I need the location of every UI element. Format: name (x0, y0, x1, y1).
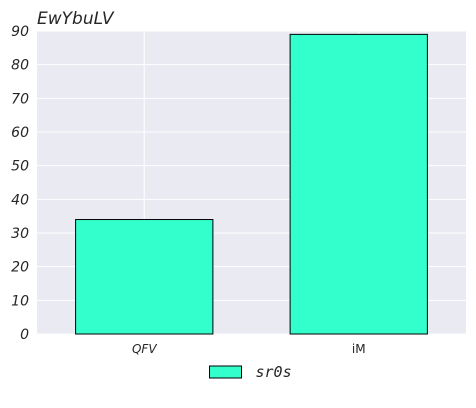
y-tick-label: 50 (11, 159, 29, 175)
legend-label: sr0s (256, 363, 292, 381)
y-tick-label: 90 (11, 24, 29, 40)
y-tick-label: 60 (11, 125, 29, 141)
y-tick-label: 30 (11, 226, 29, 242)
legend-swatch (209, 365, 242, 379)
legend: sr0s (209, 363, 292, 381)
y-axis: 0 10 20 30 40 50 60 70 80 90 (11, 24, 29, 343)
y-tick-label: 20 (11, 260, 29, 276)
y-tick-label: 0 (20, 327, 29, 343)
y-tick-label: 40 (11, 192, 29, 208)
chart-title: EwYbuLV (37, 9, 115, 29)
x-tick-label: QFV (132, 342, 157, 356)
x-axis: QFV iM (132, 342, 366, 356)
x-tick-label: iM (352, 342, 366, 356)
bar-QFV (75, 219, 214, 335)
y-tick-label: 10 (11, 293, 29, 309)
bars (75, 33, 428, 335)
bar-iM (289, 33, 428, 335)
y-tick-label: 70 (11, 91, 29, 107)
y-tick-label: 80 (11, 58, 29, 74)
